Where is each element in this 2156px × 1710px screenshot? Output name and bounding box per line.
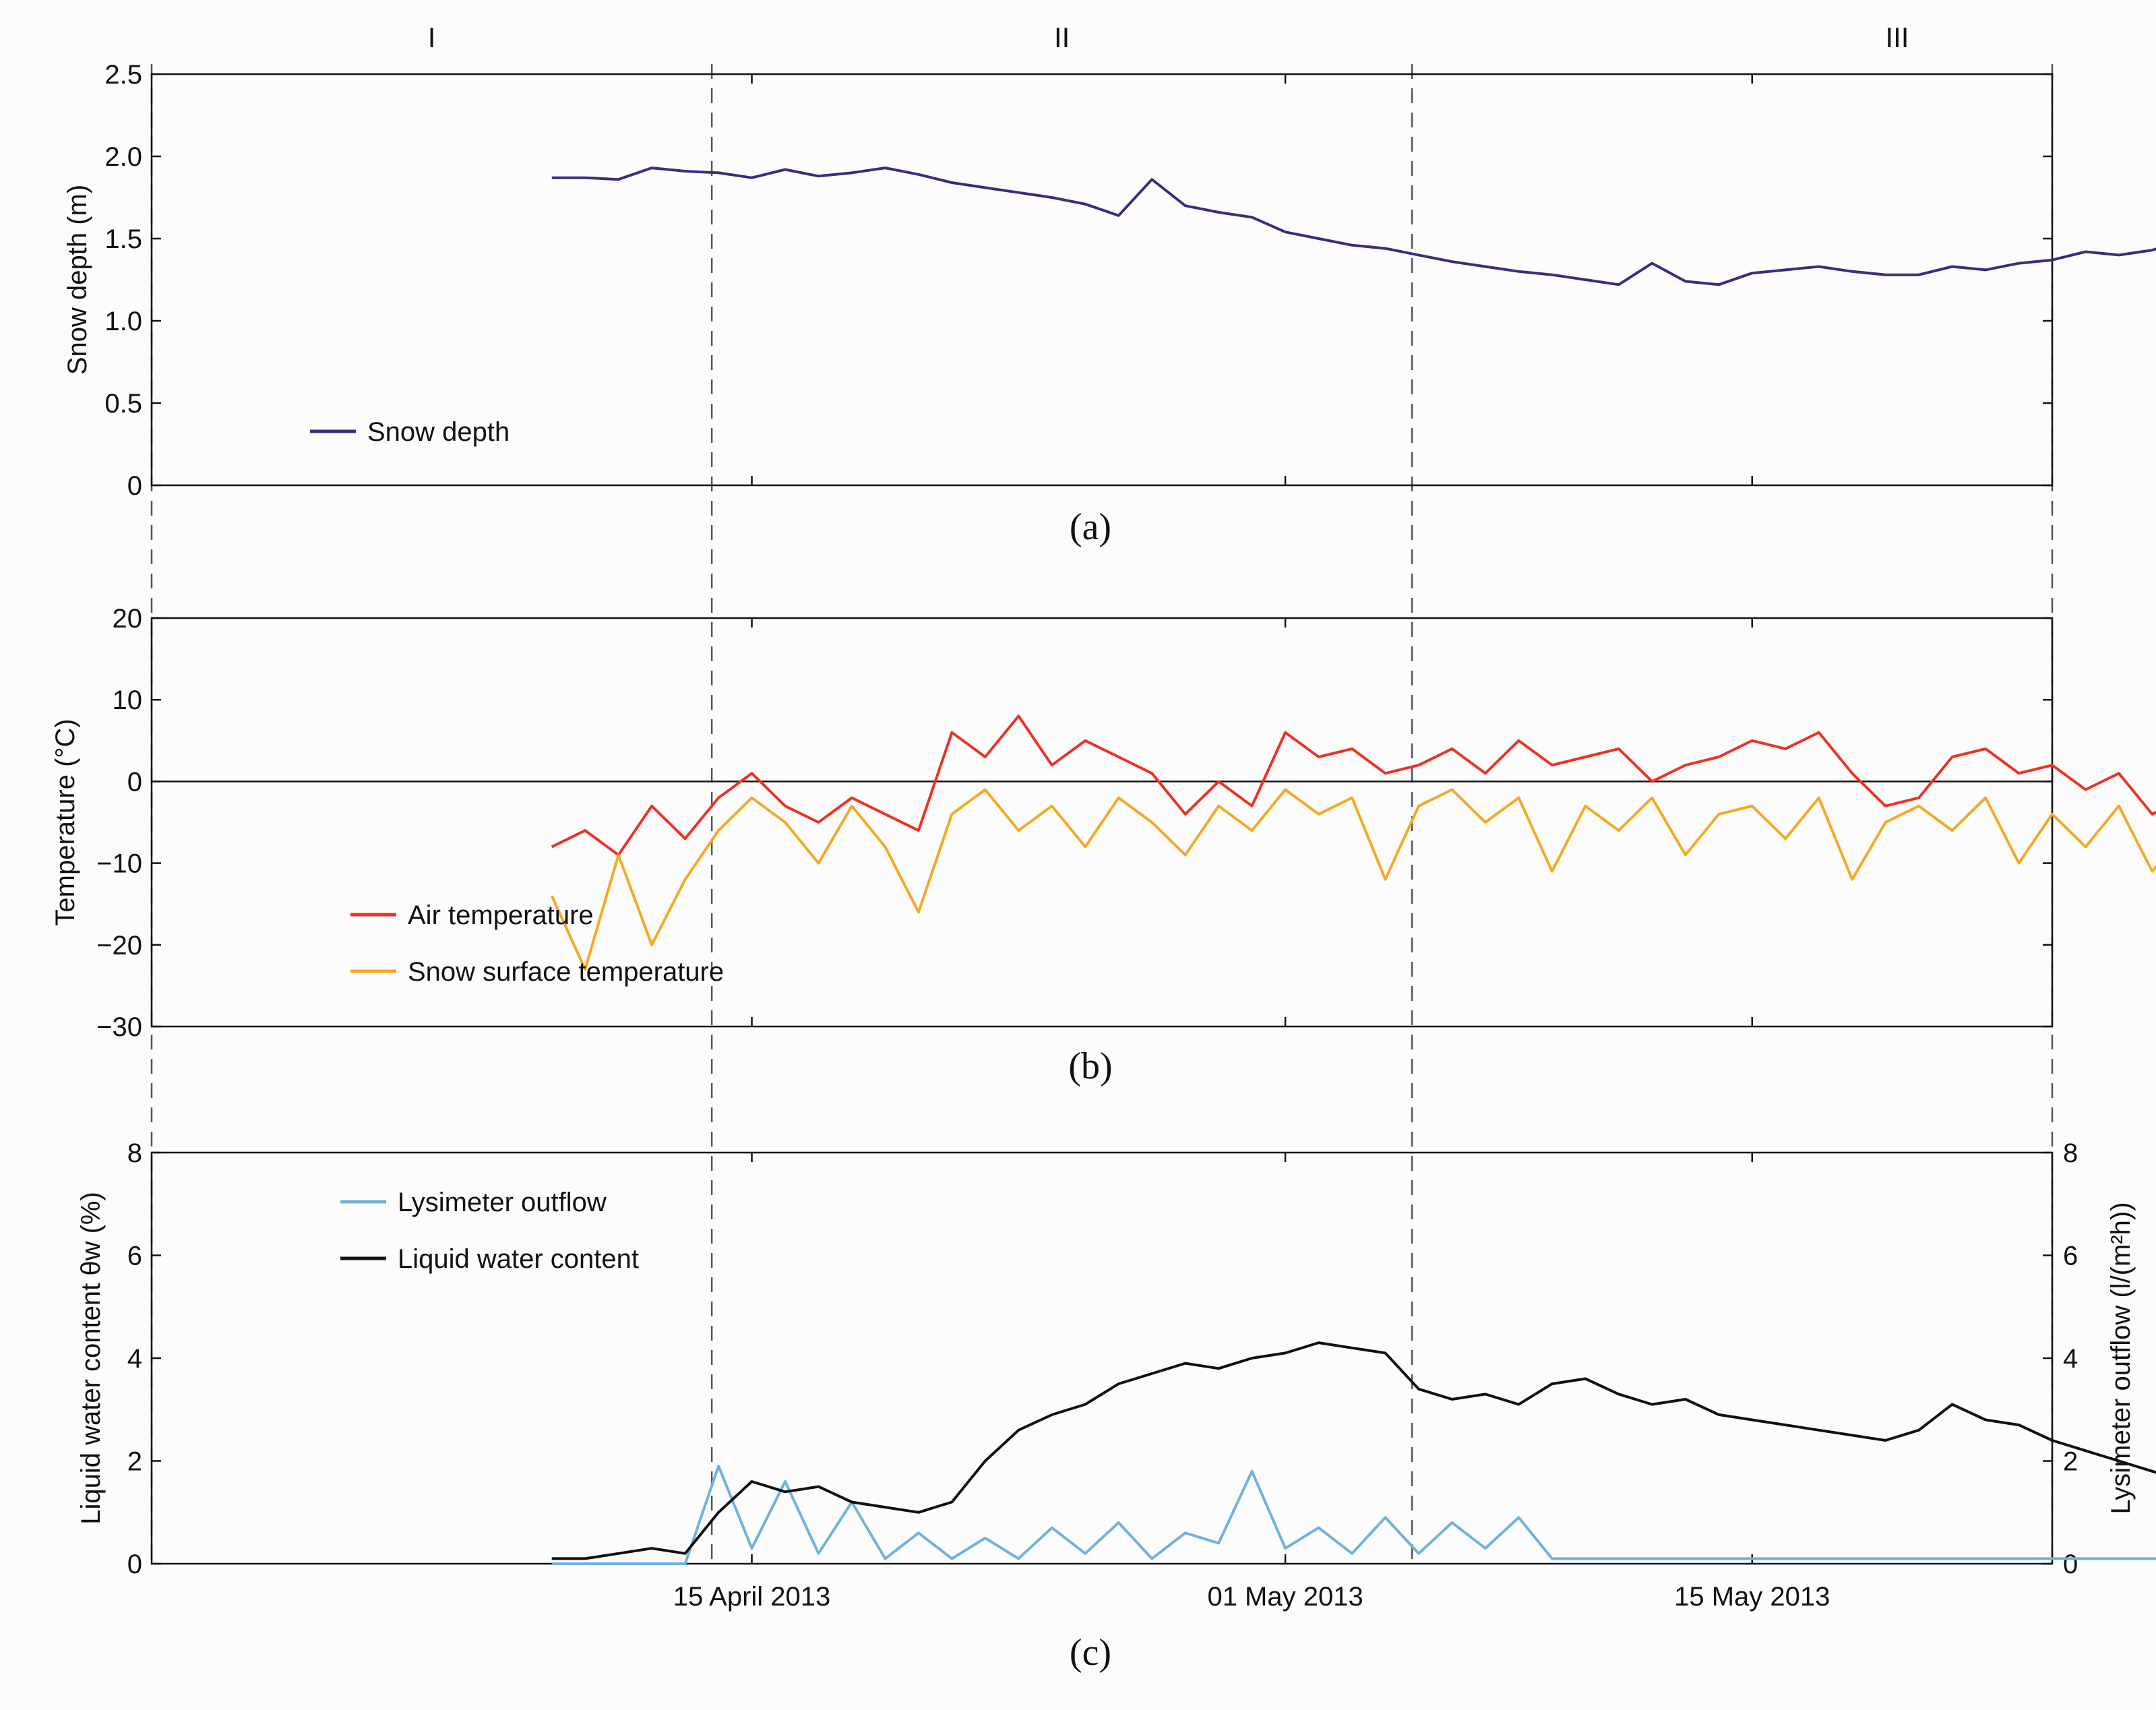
legend-label-air-temperature: Air temperature [408,900,594,930]
y-axis-ticks-b: −30 −20 −10 0 10 20 [96,604,2052,1042]
y-axis-label-c: Liquid water content θw (%) [76,1192,106,1525]
y-tick-label-c-3: 6 [127,1242,142,1271]
panel-a-snow-depth: 0 0.5 1.0 1.5 2.0 2.5 Snow depth Snow depth (… [63,60,2156,548]
plot-frame-b [150,617,2054,1028]
panel-label-a: (a) [1070,506,1111,548]
x-tick-label-2: 15 May 2013 [1674,1582,1830,1612]
y-tick-label-b-4: 10 [113,685,143,715]
y-tick-label-right-3: 6 [2063,1242,2078,1271]
y-tick-label-c-4: 8 [127,1138,142,1168]
x-axis-ticks-a [751,74,1753,485]
y-axis-ticks-c-right: 0 2 4 6 8 [2063,1138,2078,1579]
phase-label-2: II [1054,22,1070,53]
y-axis-label-c-right: Lysimeter outflow (l/(m²h)) [2106,1202,2136,1514]
legend-label-snow-depth: Snow depth [367,417,510,447]
y-tick-label-b-0: −30 [96,1012,142,1042]
y-tick-label-c-0: 0 [127,1550,142,1579]
y-tick-label-right-2: 4 [2063,1344,2078,1374]
y-axis-label-a: Snow depth (m) [63,185,92,375]
y-tick-label-a-3: 1.5 [104,224,142,254]
y-tick-label-a-0: 0 [127,471,142,501]
series-group-a [551,166,2156,286]
y-axis-ticks-c: 0 2 4 6 8 [127,1138,2052,1579]
plot-frame-a [150,73,2054,487]
y-tick-label-a-1: 0.5 [104,389,142,419]
panel-b-temperature: −30 −20 −10 0 10 20 Air temperature Snow surfa… [51,604,2156,1087]
panel-c-water: 0 2 4 6 8 0 2 4 6 8 15 April 2013 01 May 2013 15 M… [76,1138,2156,1674]
phase-label-1: I [428,22,436,53]
y-tick-label-right-4: 8 [2063,1138,2078,1168]
y-tick-label-a-5: 2.5 [104,60,142,90]
series-line-liquid-water-content [551,1341,2156,1560]
legend-label-lysimeter-outflow: Lysimeter outflow [398,1188,607,1217]
series-line-lysimeter-outflow [551,1465,2156,1565]
y-tick-label-b-3: 0 [127,767,142,797]
x-axis-ticks-b [751,618,1753,1027]
series-line-air-temperature [551,714,2156,857]
phase-label-3: III [1885,22,1909,53]
y-tick-label-c-1: 2 [127,1447,142,1477]
phase-dividers [150,64,2054,1564]
legend-label-snow-surface-temperature: Snow surface temperature [408,957,724,987]
panel-label-c: (c) [1070,1632,1111,1674]
y-tick-label-b-5: 20 [113,604,143,634]
legend-b: Air temperature Snow surface temperature [350,900,724,987]
series-group-c [551,1341,2156,1565]
legend-a: Snow depth [310,417,510,447]
legend-c: Lysimeter outflow Liquid water content [340,1188,639,1274]
panel-label-b: (b) [1068,1045,1112,1087]
series-line-snow-depth [551,166,2156,286]
y-tick-label-b-2: −10 [96,849,142,879]
y-tick-label-right-0: 0 [2063,1550,2078,1579]
y-tick-label-c-2: 4 [127,1344,142,1374]
y-tick-label-b-1: −20 [96,931,142,960]
legend-label-liquid-water-content: Liquid water content [398,1244,639,1274]
y-tick-label-right-1: 2 [2063,1447,2078,1477]
y-axis-ticks-a: 0 0.5 1.0 1.5 2.0 2.5 [104,60,2052,501]
x-tick-label-0: 15 April 2013 [673,1582,831,1612]
y-tick-label-a-2: 1.0 [104,307,142,336]
series-line-snow-surface-temperature [550,788,2156,971]
series-group-b [550,714,2156,971]
phase-labels: IIIIIIIVVVI [428,22,1909,53]
y-axis-label-b: Temperature (°C) [51,719,80,925]
y-tick-label-a-4: 2.0 [104,142,142,172]
x-tick-label-1: 01 May 2013 [1207,1582,1363,1612]
